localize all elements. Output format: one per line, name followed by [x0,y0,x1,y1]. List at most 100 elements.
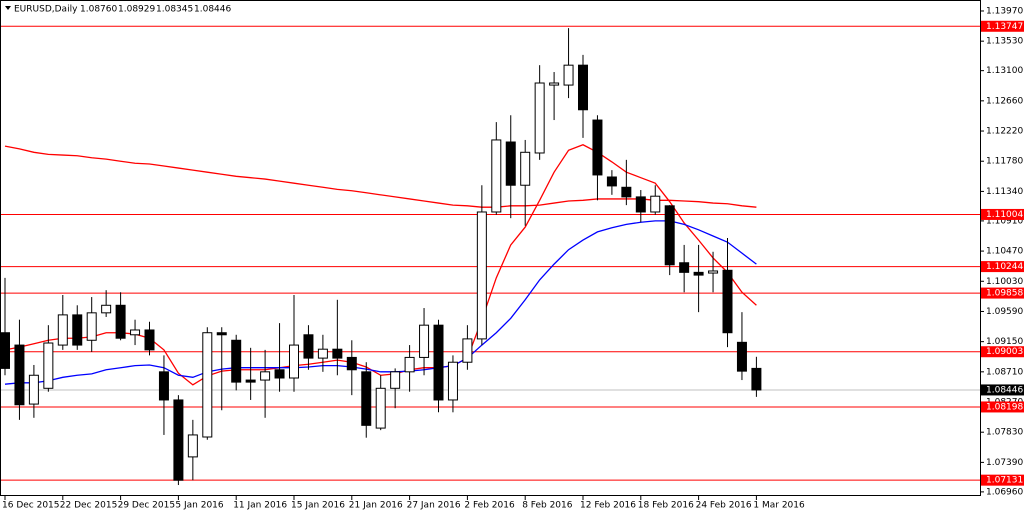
y-tick-label: 1.09590 [986,307,1023,317]
price-label: 1.10244 [986,262,1023,272]
candle-body [158,371,169,401]
candle-body [14,344,25,406]
price-label-bg [981,401,1024,413]
x-tick-label: 8 Feb 2016 [522,501,573,511]
candle-body [447,361,458,401]
y-tick-label: 1.13970 [986,6,1023,16]
candle-body [0,332,10,369]
price-label-bg [981,287,1024,299]
x-tick-label: 5 Jan 2016 [175,501,223,511]
candle-body [462,338,473,363]
x-tick-label: 15 Jan 2016 [291,501,345,511]
x-tick-label: 27 Jan 2016 [407,501,461,511]
candle-body [202,332,213,438]
price-label: 1.08198 [986,402,1023,412]
price-label: 1.11004 [986,210,1023,220]
candle-body [260,371,271,381]
y-tick-label: 1.10910 [986,216,1023,226]
y-tick-label: 1.10470 [986,247,1023,257]
candle-body [115,304,126,339]
price-label-bg [981,208,1024,220]
candle-body [433,324,444,401]
x-tick-label: 22 Dec 2015 [60,501,118,511]
candle-body [332,348,343,359]
price-label: 1.09858 [986,289,1023,299]
candle-body [187,434,198,458]
price-label: 1.13747 [986,22,1023,32]
candle-body [289,344,299,379]
x-tick-label: 2 Feb 2016 [464,501,515,511]
candle-body [216,332,227,336]
candle-body [101,304,112,314]
candle-body [346,356,357,371]
candle-body [592,119,603,176]
x-tick-label: 11 Jan 2016 [233,501,287,511]
y-tick-label: 1.11780 [986,157,1023,167]
y-tick-label: 1.12220 [986,127,1023,137]
y-tick-label: 1.08710 [986,367,1023,377]
candle-body [231,339,242,383]
y-tick-label: 1.07390 [986,458,1023,468]
candle-body [505,141,516,186]
candle-body [361,371,372,426]
price-label-bg [981,346,1024,358]
y-tick-label: 1.13530 [986,37,1023,47]
candle-body [578,64,588,111]
candle-body [86,312,97,341]
candle-body [245,379,256,383]
candle-body [130,329,141,336]
x-tick-label: 21 Jan 2016 [349,501,403,511]
y-tick-label: 1.12660 [986,96,1023,106]
candle-body [404,356,415,373]
candle-body [173,399,184,481]
price-label: 1.07131 [986,476,1023,486]
price-label-bg [981,20,1024,32]
candle-body [375,387,386,429]
last-price-bg [981,384,1024,396]
plot-frame [0,0,981,496]
candle-body [679,262,690,273]
moving-average [4,220,757,385]
candle-body [72,314,83,346]
moving-average [4,145,757,208]
candle-body [708,270,719,274]
price-label-bg [981,261,1024,273]
candle-body [549,82,560,86]
candle-body [520,151,531,186]
candle-body [693,271,704,276]
x-tick-label: 24 Feb 2016 [696,501,752,511]
x-tick-label: 18 Feb 2016 [638,501,694,511]
candle-body [722,269,733,334]
candle-body [563,64,574,86]
candle-body [650,195,661,213]
menu-triangle[interactable] [5,6,11,10]
y-tick-label: 1.07830 [986,428,1023,438]
y-tick-label: 1.09150 [986,337,1023,347]
header-low: 1.08345 [156,5,193,15]
candle-body [664,205,675,266]
candle-body [419,324,430,358]
candle-body [606,176,617,187]
candle-body [317,348,328,359]
candle-body [303,334,314,359]
y-tick-label: 1.11340 [986,187,1023,197]
candle-body [534,82,545,154]
candle-body [57,314,68,346]
candle-body [274,369,285,379]
candle-body [736,341,747,372]
candle-body [635,196,646,213]
candle-body [144,329,155,351]
candle-body [43,342,54,389]
price-label: 1.09003 [986,347,1023,357]
candle-body [491,139,502,213]
x-tick-label: 29 Dec 2015 [118,501,176,511]
y-tick-label: 1.10030 [986,277,1023,287]
candle-body [751,367,762,391]
header-close: 1.08446 [194,5,231,15]
header-high: 1.08929 [118,5,155,15]
header-open: 1.08760 [80,5,117,15]
x-tick-label: 16 Dec 2015 [2,501,60,511]
candle-body [390,371,401,389]
x-tick-label: 12 Feb 2016 [580,501,636,511]
candle-body [476,211,487,340]
